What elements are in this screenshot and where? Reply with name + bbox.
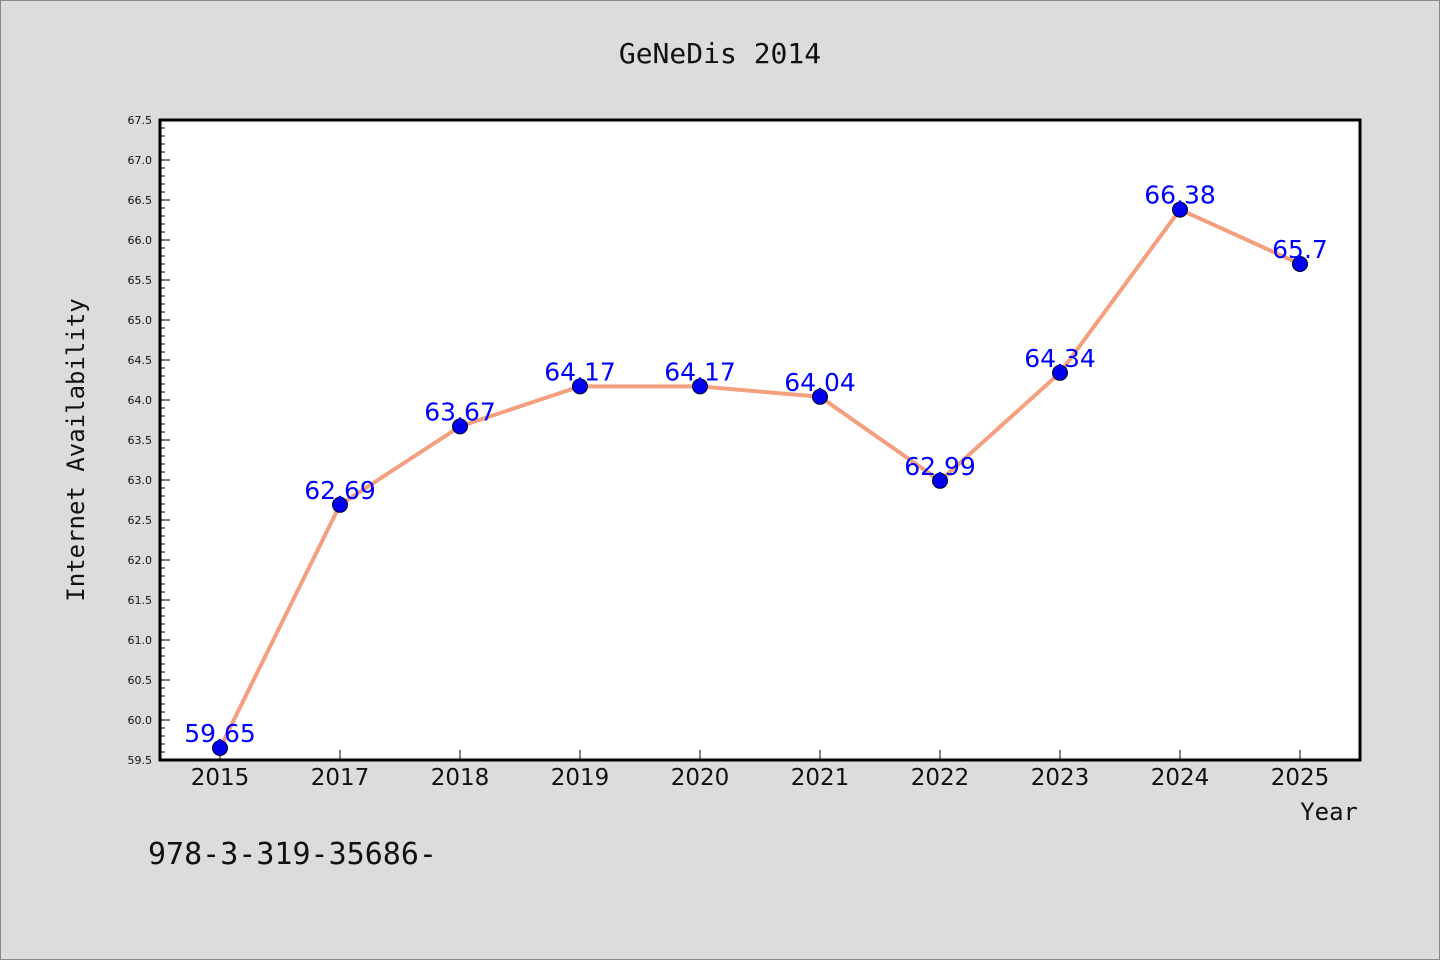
y-tick-label: 67.0 — [128, 154, 153, 167]
data-point — [452, 418, 468, 435]
chart-title: GeNeDis 2014 — [619, 37, 821, 70]
data-point — [572, 378, 588, 395]
data-label: 64.34 — [1024, 344, 1096, 373]
data-point — [812, 388, 828, 405]
x-axis: 2015 2017 2018 2019 2020 2021 2022 2023 2024 2025 — [191, 750, 1330, 791]
y-tick-label: 67.5 — [128, 114, 153, 127]
data-label: 63.67 — [424, 397, 496, 426]
x-tick-label: 2018 — [431, 765, 490, 791]
y-tick-label: 66.0 — [128, 234, 153, 247]
x-tick-label: 2022 — [911, 765, 970, 791]
data-point — [1052, 364, 1068, 381]
x-tick-label: 2017 — [311, 765, 370, 791]
y-tick-label: 64.0 — [128, 394, 153, 407]
plot-area — [158, 118, 1362, 762]
footer-text: 978-3-319-35686- — [148, 837, 437, 872]
data-label: 66.38 — [1144, 181, 1216, 210]
y-tick-label: 65.5 — [128, 274, 153, 287]
y-tick-label: 63.0 — [128, 474, 153, 487]
y-tick-label: 66.5 — [128, 194, 153, 207]
x-tick-label: 2015 — [191, 765, 250, 791]
data-point — [1172, 201, 1188, 218]
y-axis: 59.5 60.0 60.5 61.0 61.5 62.0 62.5 63.0 63.5 64.0… — [128, 114, 170, 767]
x-tick-label: 2019 — [551, 765, 610, 791]
data-label: 62.69 — [304, 476, 376, 505]
data-label: 64.04 — [784, 368, 856, 397]
data-label: 64.17 — [664, 357, 736, 386]
x-tick-label: 2021 — [791, 765, 850, 791]
series-layer — [212, 201, 1308, 756]
y-tick-label: 60.5 — [128, 674, 153, 687]
y-tick-label: 61.5 — [128, 594, 153, 607]
data-point — [692, 378, 708, 395]
y-tick-label: 62.5 — [128, 514, 153, 527]
y-tick-label: 64.5 — [128, 354, 153, 367]
y-tick-label: 60.0 — [128, 714, 153, 727]
y-tick-label: 62.0 — [128, 554, 153, 567]
data-label: 64.17 — [544, 357, 616, 386]
y-axis-title: Internet Availability — [62, 298, 90, 601]
data-point — [332, 496, 348, 513]
y-tick-label: 63.5 — [128, 434, 153, 447]
data-point — [932, 472, 948, 489]
data-label: 62.99 — [904, 452, 976, 481]
series-line — [218, 207, 1301, 749]
data-point — [1292, 256, 1308, 272]
data-label: 59.65 — [184, 719, 256, 748]
x-tick-label: 2024 — [1151, 765, 1210, 791]
y-tick-label: 61.0 — [128, 634, 153, 647]
x-tick-label: 2025 — [1271, 765, 1330, 791]
data-point — [212, 740, 228, 756]
x-tick-label: 2020 — [671, 765, 730, 791]
y-tick-label: 59.5 — [128, 754, 153, 767]
y-tick-label: 65.0 — [128, 314, 153, 327]
x-tick-label: 2023 — [1031, 765, 1090, 791]
data-label: 65.7 — [1272, 235, 1328, 264]
data-labels-layer: 59.65 62.69 63.67 64.17 64.17 64.04 62.99 64.34… — [184, 181, 1328, 748]
x-axis-title: Year — [1300, 798, 1358, 826]
